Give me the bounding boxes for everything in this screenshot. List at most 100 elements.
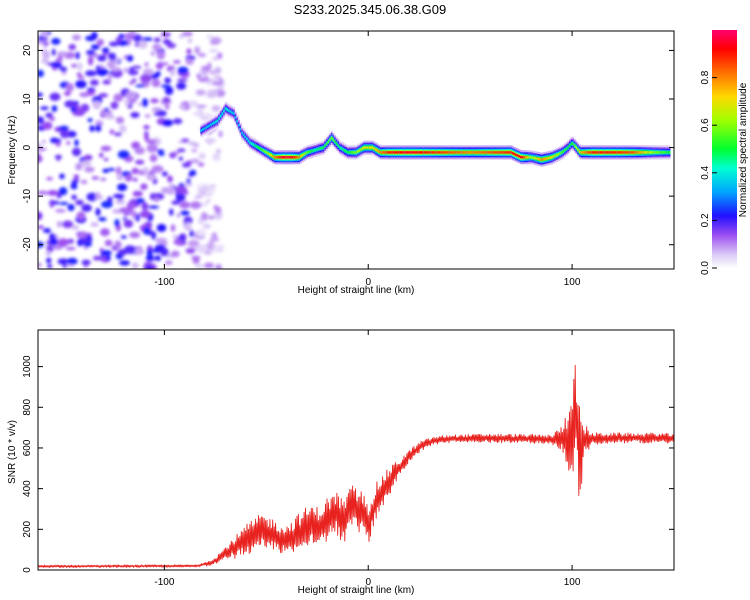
noise-blob (160, 32, 171, 37)
noise-blob (145, 255, 155, 262)
chart-title: S233.2025.345.06.38.G09 (294, 2, 447, 17)
ridge-cell (213, 121, 216, 124)
noise-blob (166, 43, 176, 49)
noise-blob (136, 198, 145, 204)
ridge-cell (467, 151, 470, 154)
x-tick-label: 100 (564, 577, 581, 588)
ridge-cell (216, 119, 219, 123)
noise-blob (202, 223, 211, 230)
noise-blob (50, 237, 58, 246)
snr-plot: -100 0 100 0 200 400 600 800 1000 Height of str… (7, 329, 675, 596)
noise-blob (55, 209, 66, 213)
ridge-cell (409, 151, 412, 154)
ridge-cell (281, 156, 284, 159)
y-tick-label: 10 (22, 93, 33, 105)
x-tick-label: -100 (154, 577, 174, 588)
ridge-cell (365, 146, 368, 149)
noise-blob (100, 228, 110, 237)
ridge-cell (396, 151, 399, 154)
ridge-cell (420, 151, 423, 154)
ridge-cell (652, 151, 655, 154)
noise-blob (89, 125, 95, 132)
noise-blob (204, 138, 217, 144)
ridge-cell (456, 151, 459, 154)
ridge-cell (655, 151, 658, 154)
ridge-cell (449, 151, 452, 154)
noise-blob (42, 31, 48, 38)
noise-blob (67, 204, 75, 211)
ridge-cell (555, 153, 558, 157)
ridge-cell (371, 146, 374, 149)
noise-blob (161, 171, 168, 177)
noise-blob (114, 219, 120, 227)
ridge-cell (560, 151, 563, 154)
ridge-cell (210, 123, 213, 126)
ridge-cell (653, 151, 656, 154)
x-tick-label: 0 (365, 577, 371, 588)
ridge-cell (498, 151, 501, 154)
noise-blob (167, 175, 173, 183)
ridge-cell (366, 146, 369, 149)
noise-blob (146, 173, 157, 181)
noise-blob (60, 129, 70, 139)
colorbar-label: Normalized spectral amplitude (738, 82, 749, 217)
noise-blob (198, 77, 208, 83)
ridge-cell (643, 151, 646, 154)
noise-blob (201, 185, 210, 192)
ridge-cell (355, 151, 358, 154)
noise-blob (70, 182, 78, 190)
ridge-cell (586, 151, 589, 154)
ridge-cell (422, 151, 425, 154)
snr-x-ticks: -100 0 100 (154, 330, 581, 588)
ridge-cell (533, 156, 536, 160)
ridge-cell (443, 151, 446, 154)
noise-blob (190, 158, 200, 164)
ridge-cell (427, 151, 430, 154)
ridge-cell (221, 112, 224, 115)
noise-blob (72, 111, 85, 116)
ridge-cell (629, 151, 632, 154)
noise-blob (81, 204, 92, 212)
ridge-cell (317, 147, 320, 151)
ridge-cell (487, 151, 490, 154)
ridge-cell (554, 154, 557, 157)
noise-blob (173, 239, 183, 245)
ridge-cell (223, 109, 226, 113)
ridge-cell (257, 146, 260, 149)
noise-blob (123, 33, 136, 38)
noise-blob (160, 84, 171, 88)
ridge-cell (546, 157, 549, 160)
ridge-cell (200, 129, 203, 132)
noise-blob (45, 112, 53, 119)
ridge-cell (549, 156, 552, 159)
noise-blob (51, 38, 61, 45)
ridge-cell (557, 153, 560, 156)
noise-blob (191, 148, 198, 153)
noise-blob (53, 138, 62, 143)
noise-blob (208, 249, 214, 253)
noise-blob (117, 150, 130, 159)
noise-blob (51, 105, 58, 112)
noise-blob (200, 212, 208, 221)
ridge-cell (445, 151, 448, 154)
ridge-cell (534, 157, 537, 160)
noise-blob (138, 40, 148, 49)
noise-blob (118, 207, 131, 213)
noise-blob (97, 54, 107, 62)
noise-blob (49, 116, 56, 122)
ridge-cell (384, 151, 387, 154)
noise-blob (161, 119, 174, 127)
noise-blob (76, 231, 87, 239)
noise-blob (80, 103, 90, 113)
noise-blob (207, 62, 212, 72)
ridge-cell (414, 151, 417, 154)
noise-blob (104, 107, 109, 112)
ridge-cell (252, 143, 255, 146)
ridge-cell (611, 151, 614, 154)
noise-blob (185, 248, 196, 254)
noise-blob (196, 244, 209, 254)
noise-blob (56, 220, 63, 228)
noise-blob (38, 155, 43, 163)
noise-blob (98, 217, 107, 222)
noise-blob (194, 264, 204, 268)
